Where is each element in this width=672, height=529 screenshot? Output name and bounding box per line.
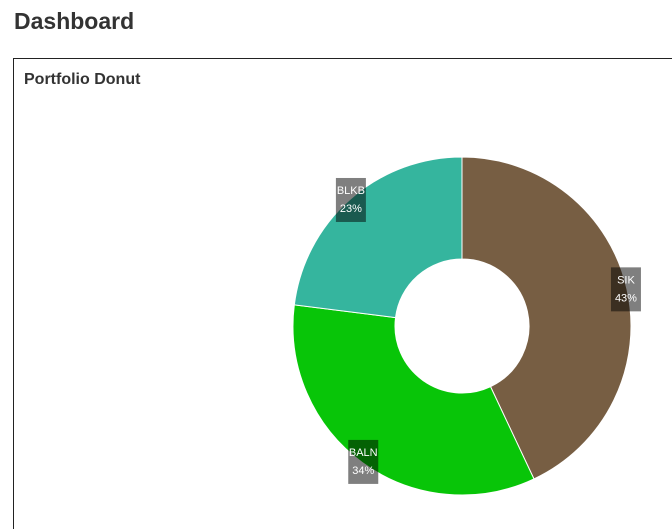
chart-panel: Portfolio Donut SIK 43% BALN 34% BLKB 23% [13,58,672,529]
slice-label: SIK [617,274,635,286]
chart-title: Portfolio Donut [24,71,141,88]
value-label: 34% [352,465,374,477]
label-box [335,177,366,222]
slice-label: BALN [349,447,378,459]
label-box [348,439,379,484]
value-label: 23% [340,203,362,215]
value-label: 43% [615,292,637,304]
page-title: Dashboard [14,8,135,34]
donut-slice [293,156,463,319]
label-box [610,267,641,312]
slice-label: BLKB [337,185,365,197]
donut-slice [461,156,632,480]
chart: SIK 43% BALN 34% BLKB 23% [292,156,641,496]
